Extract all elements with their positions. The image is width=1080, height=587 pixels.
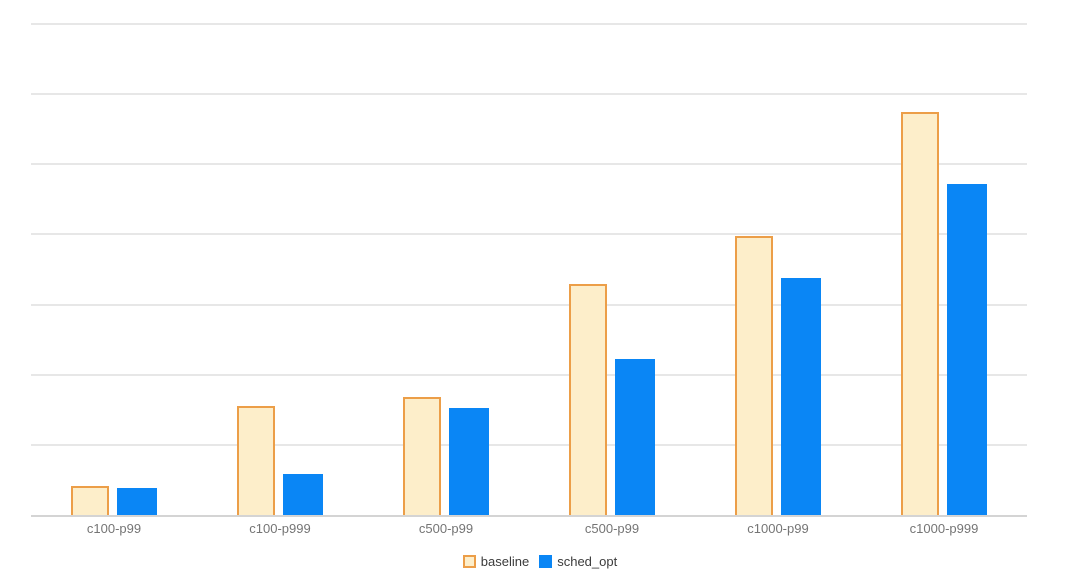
h-gridline [31,93,1027,96]
baseline-swatch-icon [462,555,476,568]
h-gridline [31,303,1027,306]
sched-opt-swatch-icon [539,555,553,568]
plot-area [31,23,1027,517]
legend-item-sched-opt[interactable]: sched_opt [539,554,617,569]
legend-label-baseline: baseline [480,554,530,569]
x-axis-label: c500-p99 [418,521,474,536]
bar-baseline-c1000-p999[interactable] [901,112,939,515]
bar-sched_opt-c1000-p999[interactable] [947,184,987,515]
legend: baseline sched_opt [0,554,1080,569]
x-axis-label: c1000-p99 [747,521,809,536]
bar-baseline-c500-p99[interactable] [403,397,441,515]
x-axis-label: c500-p99 [584,521,640,536]
bar-baseline-c1000-p99[interactable] [735,236,773,515]
bar-baseline-c100-p999[interactable] [237,406,275,515]
bar-sched_opt-c1000-p99[interactable] [781,278,821,515]
legend-label-sched-opt: sched_opt [557,554,618,569]
bar-baseline-c100-p99[interactable] [71,486,109,515]
x-axis-labels: c100-p99 c100-p999 c500-p99 c500-p99 c1000-p… [31,521,1027,541]
bar-sched_opt-c500-p99[interactable] [449,408,489,515]
h-gridline [31,23,1027,25]
h-gridline [31,443,1027,446]
h-gridline [31,233,1027,236]
x-axis-label: c100-p99 [86,521,142,536]
h-gridline [31,163,1027,166]
bar-sched_opt-c100-p99[interactable] [117,488,157,515]
x-axis-line [31,515,1027,517]
bar-sched_opt-c500-p99[interactable] [615,359,655,515]
h-gridline [31,373,1027,376]
bar-baseline-c500-p99[interactable] [569,284,607,515]
x-axis-label: c100-p999 [249,521,311,536]
legend-item-baseline[interactable]: baseline [462,554,530,569]
x-axis-label: c1000-p999 [909,521,979,536]
bar-sched_opt-c100-p999[interactable] [283,474,323,515]
